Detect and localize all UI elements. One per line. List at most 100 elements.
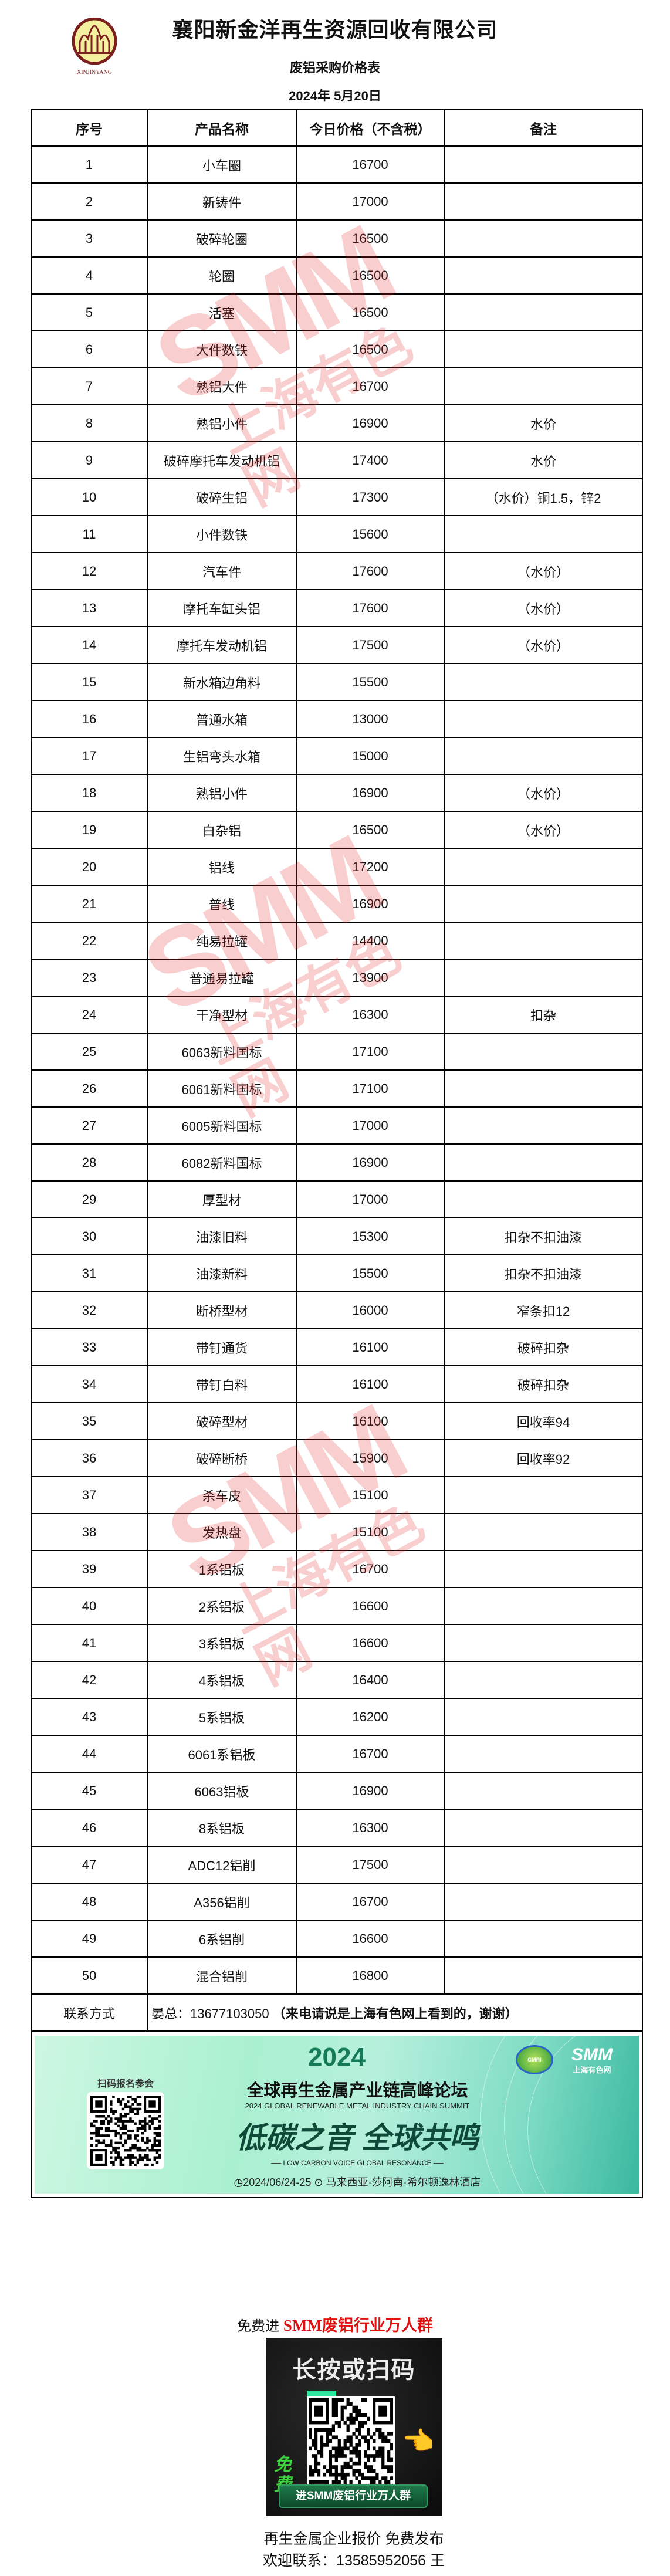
cell-note bbox=[444, 1735, 643, 1773]
cell-product-name: 新铸件 bbox=[147, 182, 297, 221]
banner-year: 2024 bbox=[308, 2042, 366, 2071]
cell-note: （水价） bbox=[444, 589, 643, 627]
cell-note: 回收率92 bbox=[444, 1439, 643, 1477]
cell-price: 16400 bbox=[296, 1661, 445, 1699]
table-row: 32 断桥型材 16000 窄条扣12 bbox=[31, 1291, 643, 1329]
cell-note: 窄条扣12 bbox=[444, 1291, 643, 1329]
cell-note bbox=[444, 145, 643, 184]
cell-product-name: 普通易拉罐 bbox=[147, 959, 297, 997]
cell-no: 31 bbox=[31, 1254, 148, 1292]
table-row: 5 活塞 16500 bbox=[31, 293, 643, 331]
table-row: 15 新水箱边角料 15500 bbox=[31, 663, 643, 701]
table-header-row: 序号 产品名称 今日价格（不含税） 备注 bbox=[31, 109, 643, 147]
cell-no: 44 bbox=[31, 1735, 148, 1773]
cell-product-name: 8系铝板 bbox=[147, 1809, 297, 1847]
price-table: 序号 产品名称 今日价格（不含税） 备注 1 小车圈 16700 2 新铸件 17000 3… bbox=[31, 109, 643, 2198]
cell-no: 46 bbox=[31, 1809, 148, 1847]
cell-note: （水价）铜1.5，锌2 bbox=[444, 478, 643, 516]
cell-price: 16700 bbox=[296, 367, 445, 405]
cell-product-name: 摩托车发动机铝 bbox=[147, 626, 297, 664]
join-group-button[interactable]: 进SMM废铝行业万人群 bbox=[279, 2484, 428, 2508]
summit-banner[interactable]: 2024 扫码报名参会 全球再生金属产业链高峰论坛 2024 GLOBAL RE… bbox=[35, 2035, 639, 2194]
cell-product-name: 5系铝板 bbox=[147, 1698, 297, 1736]
cell-note bbox=[444, 885, 643, 923]
cell-note bbox=[444, 1883, 643, 1921]
qr-code-icon bbox=[90, 2095, 161, 2166]
cell-product-name: 破碎生铝 bbox=[147, 478, 297, 516]
cell-price: 15100 bbox=[296, 1513, 445, 1551]
table-row: 33 带钉通货 16100 破碎扣杂 bbox=[31, 1328, 643, 1366]
cell-product-name: 破碎轮圈 bbox=[147, 219, 297, 258]
cell-product-name: 破碎型材 bbox=[147, 1402, 297, 1440]
cell-no: 20 bbox=[31, 848, 148, 886]
cell-product-name: 熟铝小件 bbox=[147, 774, 297, 812]
cell-no: 13 bbox=[31, 589, 148, 627]
cell-note bbox=[444, 959, 643, 997]
cell-product-name: 1系铝板 bbox=[147, 1550, 297, 1588]
cell-no: 26 bbox=[31, 1069, 148, 1108]
contact-note: （来电请说是上海有色网上看到的，谢谢） bbox=[272, 2006, 518, 2021]
cell-price: 16500 bbox=[296, 811, 445, 849]
table-row: 44 6061系铝板 16700 bbox=[31, 1735, 643, 1773]
cell-price: 17000 bbox=[296, 1106, 445, 1145]
cell-price: 16800 bbox=[296, 1956, 445, 1995]
table-row: 14 摩托车发动机铝 17500 （水价） bbox=[31, 626, 643, 664]
table-row: 19 白杂铝 16500 （水价） bbox=[31, 811, 643, 849]
group-qr-image[interactable]: 长按或扫码 免费 👈 进SMM废铝行业万人群 bbox=[266, 2338, 442, 2516]
cell-product-name: 6系铝削 bbox=[147, 1920, 297, 1958]
banner-qr-code[interactable] bbox=[87, 2091, 164, 2169]
cell-note bbox=[444, 1033, 643, 1071]
cell-product-name: 6005新料国标 bbox=[147, 1106, 297, 1145]
cell-no: 4 bbox=[31, 256, 148, 295]
cell-price: 17500 bbox=[296, 1846, 445, 1884]
cell-product-name: 纯易拉罐 bbox=[147, 922, 297, 960]
cell-price: 16100 bbox=[296, 1328, 445, 1366]
table-row: 43 5系铝板 16200 bbox=[31, 1698, 643, 1736]
cell-price: 16900 bbox=[296, 774, 445, 812]
table-row: 21 普线 16900 bbox=[31, 885, 643, 923]
cell-product-name: 6063新料国标 bbox=[147, 1033, 297, 1071]
cell-price: 16900 bbox=[296, 404, 445, 442]
cell-no: 21 bbox=[31, 885, 148, 923]
cell-product-name: 6063铝板 bbox=[147, 1772, 297, 1810]
cell-no: 9 bbox=[31, 441, 148, 479]
cell-product-name: 带钉白料 bbox=[147, 1365, 297, 1403]
table-row: 28 6082新料国标 16900 bbox=[31, 1143, 643, 1182]
gmri-logo: GMRI bbox=[516, 2044, 553, 2074]
cell-price: 16500 bbox=[296, 330, 445, 368]
cell-no: 41 bbox=[31, 1624, 148, 1662]
company-name: 襄阳新金洋再生资源回收有限公司 bbox=[172, 18, 498, 42]
cell-product-name: 杀车皮 bbox=[147, 1476, 297, 1514]
price-date: 2024年 5月20日 bbox=[289, 89, 381, 103]
cell-no: 12 bbox=[31, 552, 148, 590]
cell-product-name: 摩托车缸头铝 bbox=[147, 589, 297, 627]
table-row: 46 8系铝板 16300 bbox=[31, 1809, 643, 1847]
cell-note: 扣杂不扣油漆 bbox=[444, 1254, 643, 1292]
cell-note bbox=[444, 256, 643, 295]
cell-product-name: 发热盘 bbox=[147, 1513, 297, 1551]
cell-note bbox=[444, 1180, 643, 1218]
banner-row: 2024 扫码报名参会 全球再生金属产业链高峰论坛 2024 GLOBAL RE… bbox=[31, 2030, 643, 2198]
cell-no: 48 bbox=[31, 1883, 148, 1921]
cell-price: 17400 bbox=[296, 441, 445, 479]
cell-no: 27 bbox=[31, 1106, 148, 1145]
table-row: 40 2系铝板 16600 bbox=[31, 1587, 643, 1625]
table-row: 11 小件数铁 15600 bbox=[31, 515, 643, 553]
column-header-note: 备注 bbox=[444, 109, 643, 147]
promo-heading: 免费进 SMM废铝行业万人群 bbox=[0, 2313, 670, 2335]
cell-note bbox=[444, 1809, 643, 1847]
cell-note: （水价） bbox=[444, 774, 643, 812]
cell-price: 15900 bbox=[296, 1439, 445, 1477]
column-header-name: 产品名称 bbox=[147, 109, 297, 147]
cell-product-name: 普线 bbox=[147, 885, 297, 923]
table-row: 50 混合铝削 16800 bbox=[31, 1956, 643, 1995]
cell-no: 14 bbox=[31, 626, 148, 664]
cell-note bbox=[444, 1661, 643, 1699]
cell-product-name: 小车圈 bbox=[147, 145, 297, 184]
cell-price: 16100 bbox=[296, 1402, 445, 1440]
cell-note bbox=[444, 293, 643, 331]
cell-no: 1 bbox=[31, 145, 148, 184]
cell-note bbox=[444, 1624, 643, 1662]
cell-note bbox=[444, 330, 643, 368]
cell-price: 17600 bbox=[296, 552, 445, 590]
